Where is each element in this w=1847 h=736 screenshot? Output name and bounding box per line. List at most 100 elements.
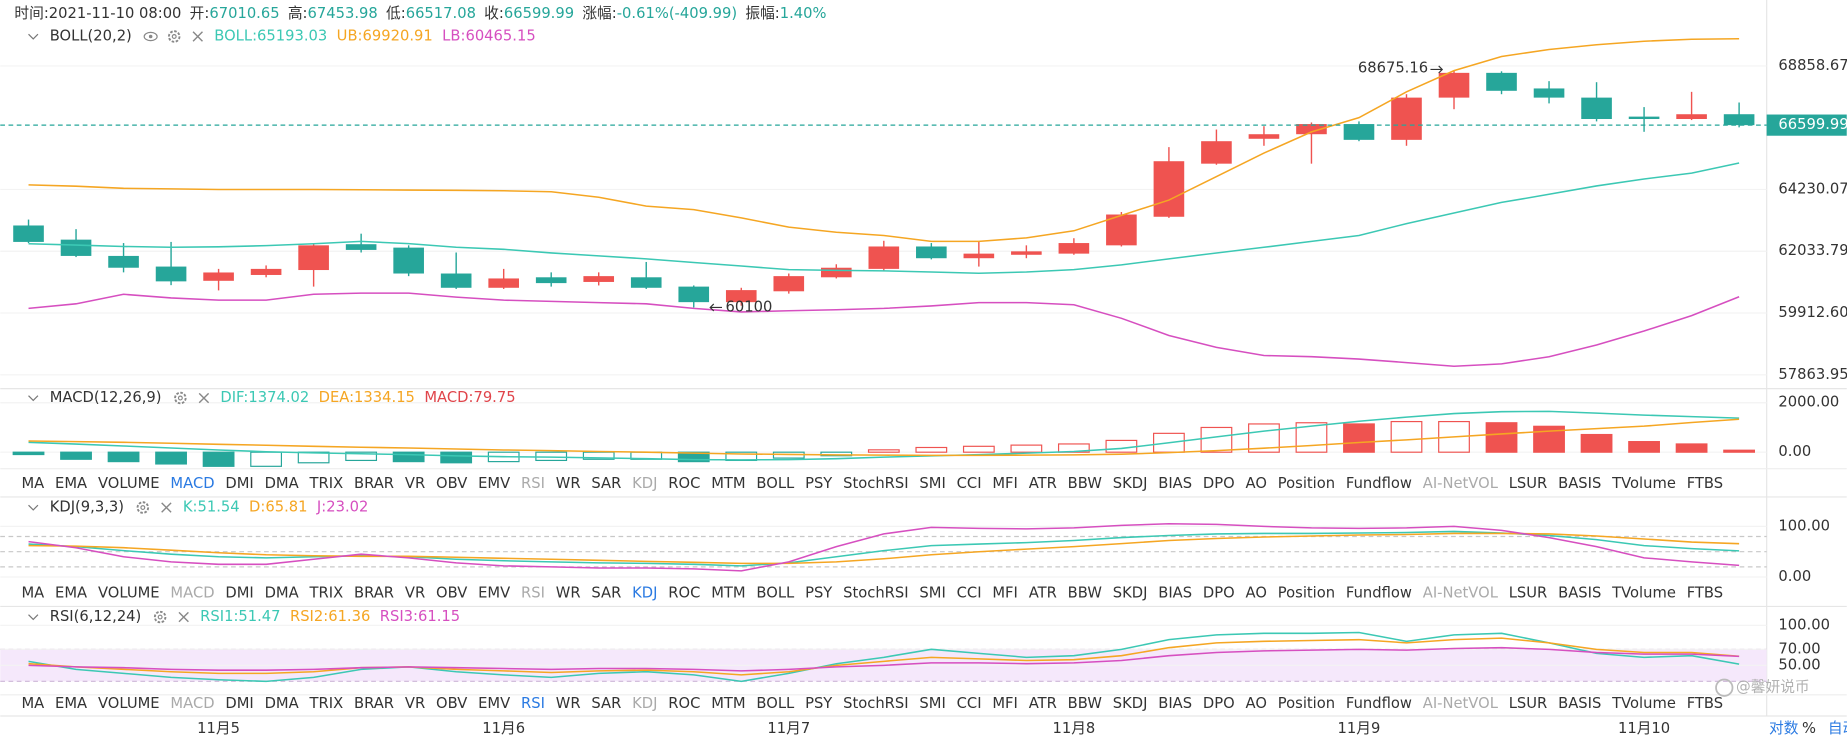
close-icon[interactable] bbox=[178, 611, 189, 623]
indicator-tab[interactable]: OBV bbox=[436, 475, 467, 492]
indicator-tab[interactable]: DMI bbox=[225, 585, 253, 602]
indicator-tab[interactable]: DMI bbox=[225, 695, 253, 712]
indicator-tab[interactable]: SKDJ bbox=[1113, 695, 1148, 712]
indicator-tab[interactable]: MA bbox=[21, 585, 44, 602]
close-icon[interactable] bbox=[192, 31, 203, 42]
indicator-tab[interactable]: LSUR bbox=[1509, 695, 1548, 712]
indicator-tab[interactable]: AO bbox=[1246, 585, 1267, 602]
indicator-tab[interactable]: EMA bbox=[55, 585, 87, 602]
indicator-tab[interactable]: LSUR bbox=[1509, 585, 1548, 602]
indicator-tab[interactable]: SAR bbox=[591, 475, 621, 492]
indicator-tab[interactable]: SAR bbox=[591, 695, 621, 712]
indicator-tab[interactable]: MA bbox=[21, 695, 44, 712]
indicator-tab[interactable]: WR bbox=[556, 475, 581, 492]
indicator-tab[interactable]: ROC bbox=[668, 695, 700, 712]
indicator-tab[interactable]: Fundflow bbox=[1346, 475, 1412, 492]
indicator-tab[interactable]: RSI bbox=[521, 695, 545, 712]
indicator-tab[interactable]: KDJ bbox=[632, 475, 657, 492]
indicator-tab[interactable]: KDJ bbox=[632, 695, 657, 712]
indicator-tab[interactable]: RSI bbox=[521, 585, 545, 602]
indicator-tab[interactable]: SMI bbox=[919, 695, 945, 712]
indicator-tab[interactable]: CCI bbox=[957, 695, 982, 712]
indicator-tab[interactable]: BIAS bbox=[1158, 585, 1192, 602]
indicator-tab[interactable]: TRIX bbox=[309, 585, 344, 602]
indicator-tab[interactable]: DPO bbox=[1203, 695, 1235, 712]
indicator-tab[interactable]: OBV bbox=[436, 695, 467, 712]
indicator-tab[interactable]: DMA bbox=[265, 475, 299, 492]
indicator-tab[interactable]: CCI bbox=[957, 475, 982, 492]
indicator-tab[interactable]: LSUR bbox=[1509, 475, 1548, 492]
indicator-tab[interactable]: AO bbox=[1246, 475, 1267, 492]
indicator-tab[interactable]: DMA bbox=[265, 585, 299, 602]
indicator-tab[interactable]: MFI bbox=[992, 475, 1018, 492]
indicator-tab[interactable]: SAR bbox=[591, 585, 621, 602]
indicator-tab[interactable]: BRAR bbox=[354, 695, 394, 712]
indicator-tab[interactable]: FTBS bbox=[1687, 585, 1723, 602]
indicator-tab[interactable]: Position bbox=[1278, 695, 1335, 712]
indicator-tab[interactable]: TVolume bbox=[1611, 585, 1676, 602]
indicator-tab[interactable]: DPO bbox=[1203, 475, 1235, 492]
indicator-tab[interactable]: SKDJ bbox=[1113, 585, 1148, 602]
indicator-tab[interactable]: BRAR bbox=[354, 475, 394, 492]
indicator-tab[interactable]: MFI bbox=[992, 585, 1018, 602]
close-icon[interactable] bbox=[161, 502, 172, 513]
indicator-tab[interactable]: AI-NetVOL bbox=[1423, 475, 1499, 492]
indicator-tab[interactable]: WR bbox=[556, 695, 581, 712]
scale-button[interactable]: 对数 bbox=[1769, 720, 1799, 736]
indicator-tab[interactable]: SMI bbox=[919, 475, 945, 492]
indicator-tab[interactable]: SKDJ bbox=[1113, 475, 1148, 492]
indicator-tab[interactable]: WR bbox=[556, 585, 581, 602]
indicator-tab[interactable]: PSY bbox=[805, 585, 833, 602]
indicator-tab[interactable]: ATR bbox=[1029, 695, 1057, 712]
indicator-tab[interactable]: MTM bbox=[711, 585, 745, 602]
indicator-tab[interactable]: RSI bbox=[521, 475, 545, 492]
close-icon[interactable] bbox=[198, 392, 210, 404]
indicator-tab[interactable]: Fundflow bbox=[1346, 585, 1412, 602]
indicator-tab[interactable]: MTM bbox=[711, 695, 745, 712]
indicator-tab[interactable]: ATR bbox=[1029, 475, 1057, 492]
indicator-tab[interactable]: VR bbox=[405, 585, 425, 602]
indicator-tab[interactable]: FTBS bbox=[1687, 475, 1723, 492]
indicator-tab[interactable]: BIAS bbox=[1158, 475, 1192, 492]
indicator-tab[interactable]: Position bbox=[1278, 585, 1335, 602]
indicator-tab[interactable]: MACD bbox=[170, 585, 214, 602]
eye-icon[interactable] bbox=[143, 31, 158, 42]
indicator-tab[interactable]: SMI bbox=[919, 585, 945, 602]
indicator-tab[interactable]: Position bbox=[1278, 475, 1335, 492]
indicator-tab[interactable]: BBW bbox=[1068, 585, 1103, 602]
indicator-tab[interactable]: FTBS bbox=[1687, 695, 1723, 712]
indicator-tab[interactable]: VOLUME bbox=[98, 475, 160, 492]
settings-icon[interactable] bbox=[174, 391, 187, 405]
indicator-tab[interactable]: PSY bbox=[805, 695, 833, 712]
collapse-chevron[interactable] bbox=[28, 614, 39, 621]
indicator-tab[interactable]: AI-NetVOL bbox=[1423, 695, 1499, 712]
indicator-tab[interactable]: MFI bbox=[992, 695, 1018, 712]
indicator-tab[interactable]: MA bbox=[21, 475, 44, 492]
indicator-tab[interactable]: BBW bbox=[1068, 475, 1103, 492]
indicator-tab[interactable]: BOLL bbox=[756, 585, 795, 602]
indicator-tab[interactable]: ROC bbox=[668, 475, 700, 492]
indicator-tab[interactable]: Fundflow bbox=[1346, 695, 1412, 712]
indicator-tab[interactable]: EMV bbox=[478, 695, 510, 712]
indicator-tab[interactable]: EMV bbox=[478, 585, 510, 602]
indicator-tab[interactable]: AO bbox=[1246, 695, 1267, 712]
indicator-tab[interactable]: DMA bbox=[265, 695, 299, 712]
indicator-tab[interactable]: PSY bbox=[805, 475, 833, 492]
indicator-tab[interactable]: TVolume bbox=[1611, 695, 1676, 712]
indicator-tab[interactable]: KDJ bbox=[632, 585, 657, 602]
indicator-tab[interactable]: AI-NetVOL bbox=[1423, 585, 1499, 602]
indicator-tab[interactable]: BASIS bbox=[1558, 695, 1601, 712]
settings-icon[interactable] bbox=[153, 610, 167, 624]
indicator-tab[interactable]: BBW bbox=[1068, 695, 1103, 712]
indicator-tab[interactable]: MTM bbox=[711, 475, 745, 492]
indicator-tab[interactable]: ROC bbox=[668, 585, 700, 602]
indicator-tab[interactable]: StochRSI bbox=[843, 695, 908, 712]
indicator-tab[interactable]: BASIS bbox=[1558, 585, 1601, 602]
indicator-tab[interactable]: VR bbox=[405, 475, 425, 492]
indicator-tab[interactable]: DPO bbox=[1203, 585, 1235, 602]
indicator-tab[interactable]: EMV bbox=[478, 475, 510, 492]
indicator-tab[interactable]: TVolume bbox=[1611, 475, 1676, 492]
indicator-tab[interactable]: VR bbox=[405, 695, 425, 712]
collapse-chevron[interactable] bbox=[28, 504, 39, 511]
collapse-chevron[interactable] bbox=[28, 33, 39, 40]
